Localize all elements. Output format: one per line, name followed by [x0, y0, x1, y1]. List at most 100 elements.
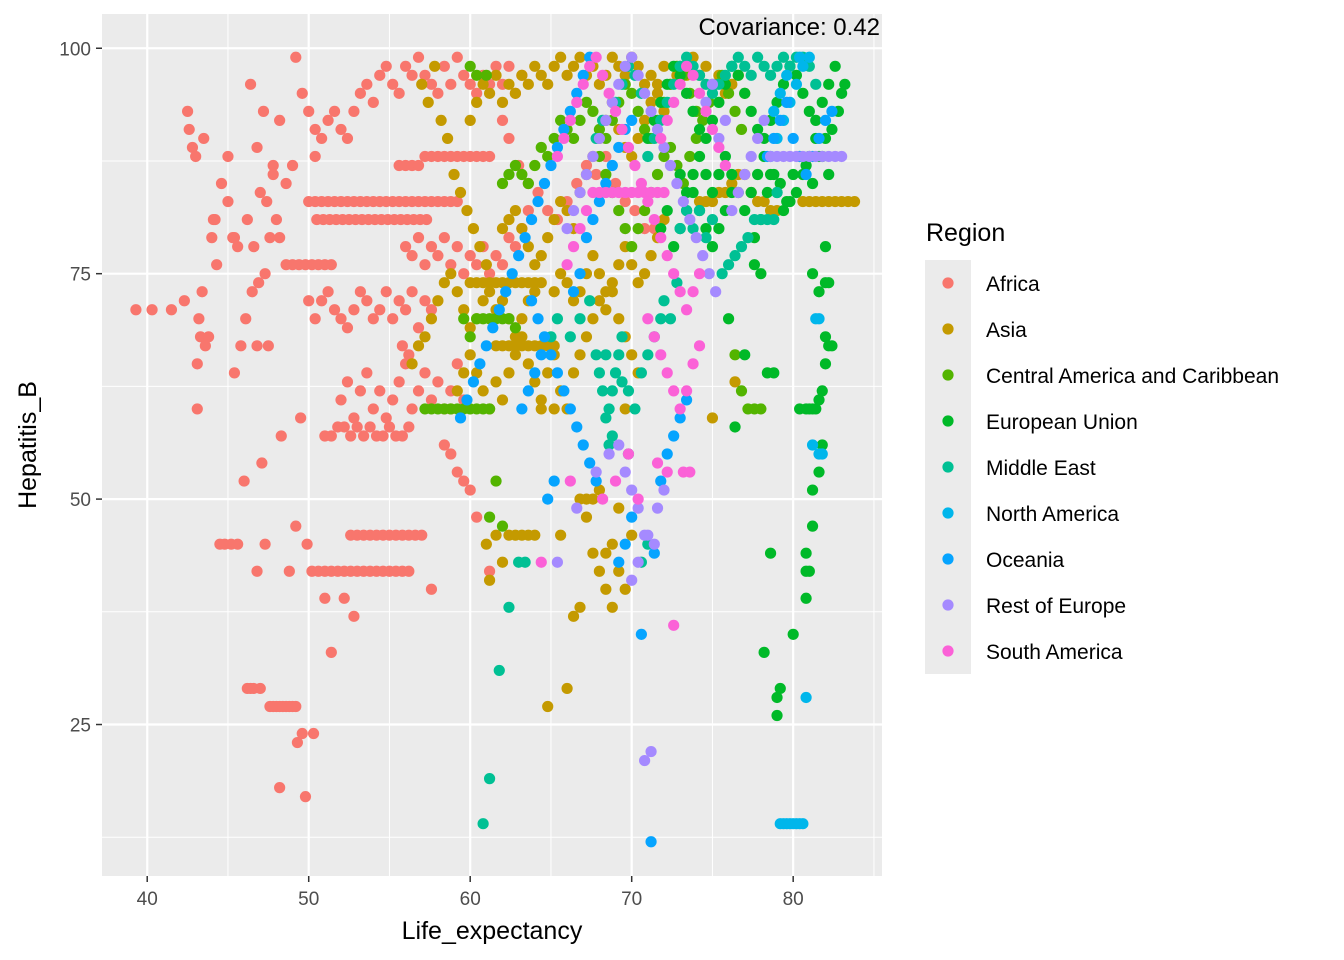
data-point-oceania — [826, 105, 838, 117]
data-point-south-america — [680, 304, 693, 316]
data-point-south-america — [580, 204, 593, 217]
data-point-asia — [535, 394, 547, 406]
data-point-africa — [295, 412, 307, 424]
data-point-africa — [299, 791, 312, 803]
data-point-africa — [307, 727, 320, 740]
data-point-africa — [256, 457, 268, 469]
legend-key-africa — [942, 277, 954, 289]
data-point-africa — [338, 421, 350, 433]
data-point-european-union — [813, 394, 825, 406]
data-point-asia — [483, 87, 496, 99]
x-tick-label: 50 — [298, 889, 319, 910]
data-point-european-union — [777, 204, 790, 217]
data-point-asia — [548, 340, 560, 352]
data-point-africa — [380, 286, 392, 298]
data-point-middle-east — [503, 601, 515, 613]
data-point-central-america-and-caribbean — [632, 222, 644, 235]
data-point-africa — [458, 69, 470, 81]
data-point-africa — [270, 213, 283, 226]
data-point-oceania — [548, 475, 560, 487]
legend-key-european-union — [942, 415, 954, 427]
data-point-africa — [296, 87, 308, 99]
data-point-africa — [303, 105, 315, 117]
data-point-africa — [290, 700, 302, 713]
data-point-asia — [593, 268, 605, 280]
data-point-rest-of-europe — [703, 268, 715, 280]
data-point-middle-east — [616, 376, 628, 388]
data-point-africa — [532, 186, 544, 199]
data-point-africa — [325, 646, 337, 658]
data-point-africa — [264, 232, 276, 244]
data-point-rest-of-europe — [587, 150, 599, 163]
data-point-european-union — [706, 241, 719, 253]
data-point-asia — [555, 268, 567, 280]
legend-label-middle-east: Middle East — [986, 457, 1096, 480]
data-point-asia — [477, 295, 489, 307]
data-point-south-america — [616, 123, 628, 136]
data-point-european-union — [810, 114, 822, 126]
data-point-asia — [503, 367, 515, 379]
data-point-central-america-and-caribbean — [542, 150, 554, 163]
data-point-european-union — [752, 168, 764, 181]
data-point-africa — [199, 340, 211, 352]
data-point-asia — [574, 493, 586, 505]
data-point-africa — [296, 727, 308, 740]
data-point-africa — [322, 114, 334, 126]
data-point-africa — [425, 78, 438, 90]
data-point-africa — [483, 565, 496, 577]
data-point-south-america — [668, 96, 680, 108]
data-point-africa — [451, 358, 463, 370]
data-point-oceania — [648, 547, 660, 559]
data-point-south-america — [561, 259, 573, 271]
data-point-africa — [274, 782, 286, 794]
data-point-asia — [529, 60, 541, 72]
data-point-asia — [467, 222, 480, 235]
data-point-asia — [613, 259, 625, 271]
data-point-european-union — [771, 691, 783, 704]
data-point-africa — [222, 150, 234, 163]
data-point-africa — [393, 376, 405, 388]
data-point-central-america-and-caribbean — [735, 385, 748, 397]
data-point-africa — [335, 123, 347, 136]
data-point-asia — [555, 529, 567, 541]
data-point-asia — [477, 385, 489, 397]
data-point-oceania — [519, 232, 531, 244]
data-point-middle-east — [771, 60, 783, 72]
data-point-central-america-and-caribbean — [755, 403, 767, 415]
data-point-rest-of-europe — [758, 114, 770, 126]
data-point-european-union — [661, 204, 673, 217]
data-point-south-america — [655, 349, 667, 361]
data-point-africa — [393, 87, 405, 99]
data-point-africa — [451, 241, 463, 253]
data-point-asia — [509, 349, 522, 361]
data-point-africa — [351, 421, 363, 433]
data-point-africa — [251, 565, 263, 577]
data-point-central-america-and-caribbean — [509, 159, 522, 172]
data-point-africa — [202, 331, 215, 343]
legend-key-central-america-and-caribbean — [942, 369, 954, 381]
data-point-south-america — [632, 493, 644, 505]
data-point-asia — [626, 349, 638, 361]
data-point-asia — [658, 213, 670, 226]
data-point-oceania — [545, 159, 557, 172]
data-point-european-union — [806, 484, 819, 496]
data-point-africa — [280, 177, 292, 190]
data-point-rest-of-europe — [632, 502, 644, 514]
data-point-africa — [400, 241, 412, 253]
data-point-africa — [364, 421, 376, 433]
y-axis-ticks: 25 50 75 100 — [59, 39, 102, 737]
data-point-africa — [319, 592, 331, 604]
data-point-south-america — [668, 619, 680, 631]
data-point-south-america — [551, 150, 564, 163]
data-point-central-america-and-caribbean — [658, 150, 670, 163]
data-point-oceania — [635, 628, 647, 640]
data-point-rest-of-europe — [580, 168, 593, 181]
data-point-africa — [496, 114, 509, 126]
data-point-asia — [606, 601, 618, 613]
data-point-middle-east — [600, 349, 612, 361]
data-point-africa — [609, 177, 622, 190]
data-point-south-america — [648, 331, 660, 343]
data-point-central-america-and-caribbean — [619, 222, 631, 235]
data-point-rest-of-europe — [619, 466, 631, 478]
data-point-central-america-and-caribbean — [651, 168, 664, 181]
